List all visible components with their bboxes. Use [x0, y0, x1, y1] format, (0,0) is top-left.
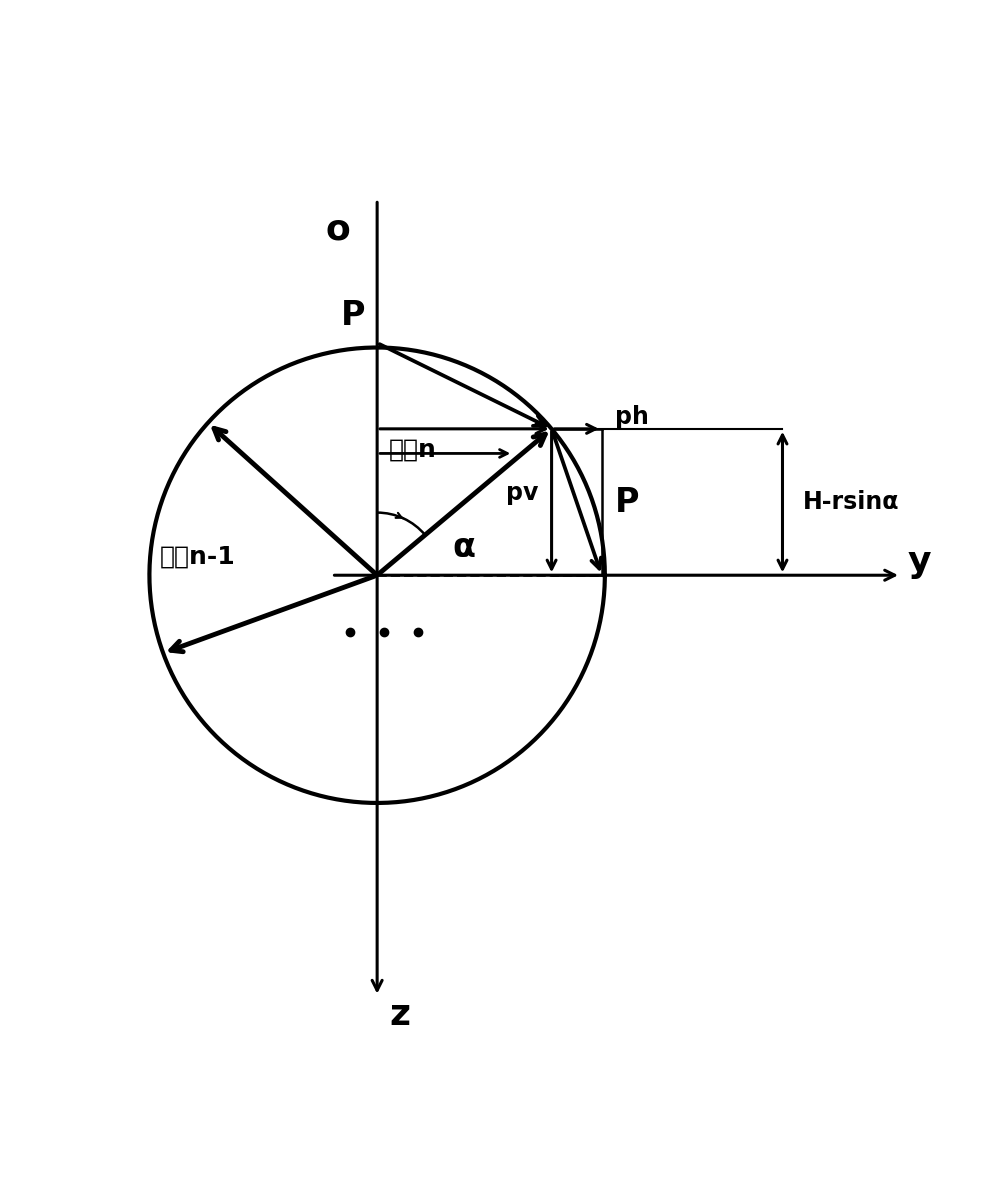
Text: 刀具n: 刀具n [389, 438, 436, 462]
Text: o: o [325, 212, 350, 246]
Text: H-rsinα: H-rsinα [803, 490, 900, 514]
Text: P: P [616, 486, 640, 519]
Text: z: z [390, 997, 410, 1032]
Text: pv: pv [506, 481, 538, 505]
Text: α: α [452, 531, 475, 565]
Text: y: y [907, 544, 931, 579]
Text: 刀具n-1: 刀具n-1 [160, 545, 236, 569]
Text: P: P [342, 299, 365, 332]
Text: ph: ph [616, 405, 649, 429]
